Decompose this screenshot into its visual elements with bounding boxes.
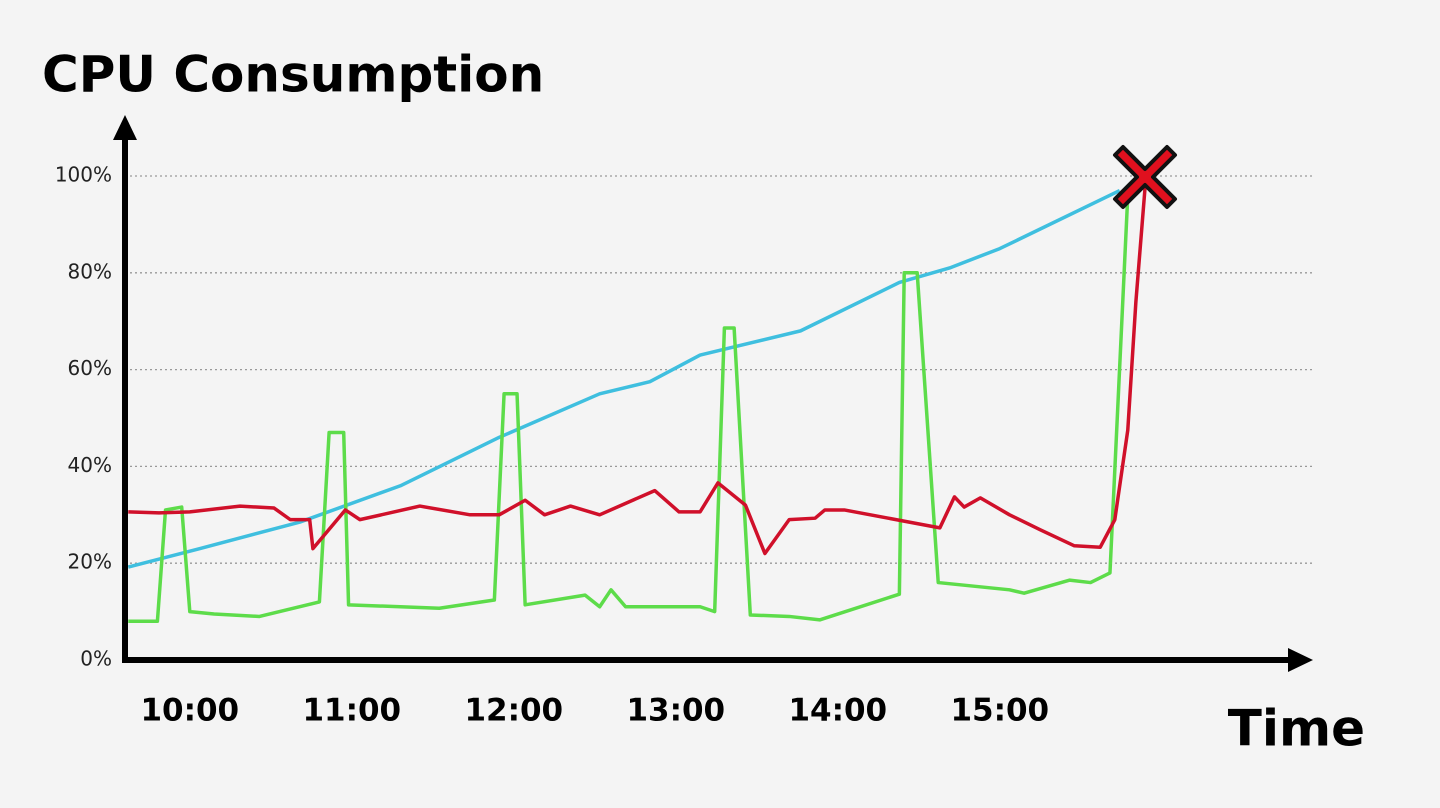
chart-title: CPU Consumption bbox=[42, 46, 544, 104]
y-tick-label: 100% bbox=[55, 163, 112, 187]
y-tick-label: 0% bbox=[80, 647, 112, 671]
x-tick-label: 12:00 bbox=[464, 693, 563, 729]
series-line bbox=[128, 180, 1148, 556]
failure-marker bbox=[1113, 145, 1177, 209]
x-axis-label: Time bbox=[1228, 700, 1365, 758]
y-tick-label: 20% bbox=[68, 550, 112, 574]
x-tick-label: 14:00 bbox=[788, 693, 887, 729]
x-axis-arrow bbox=[1288, 648, 1313, 672]
series-line bbox=[127, 188, 1121, 569]
x-tick-label: 15:00 bbox=[950, 693, 1049, 729]
grid: 0% 20% 40% 60% 80% 100% 10:00 11:00 12:00 13:00 14… bbox=[55, 163, 1315, 729]
x-tick-label: 13:00 bbox=[626, 693, 725, 729]
y-tick-label: 40% bbox=[68, 453, 112, 477]
plot-area bbox=[127, 180, 1148, 624]
y-tick-label: 80% bbox=[68, 259, 112, 283]
x-tick-label: 11:00 bbox=[302, 693, 401, 729]
y-tick-label: 60% bbox=[68, 356, 112, 380]
axes bbox=[113, 115, 1313, 672]
series-line bbox=[128, 195, 1130, 624]
x-tick-label: 10:00 bbox=[140, 693, 239, 729]
y-axis-arrow bbox=[113, 115, 137, 140]
